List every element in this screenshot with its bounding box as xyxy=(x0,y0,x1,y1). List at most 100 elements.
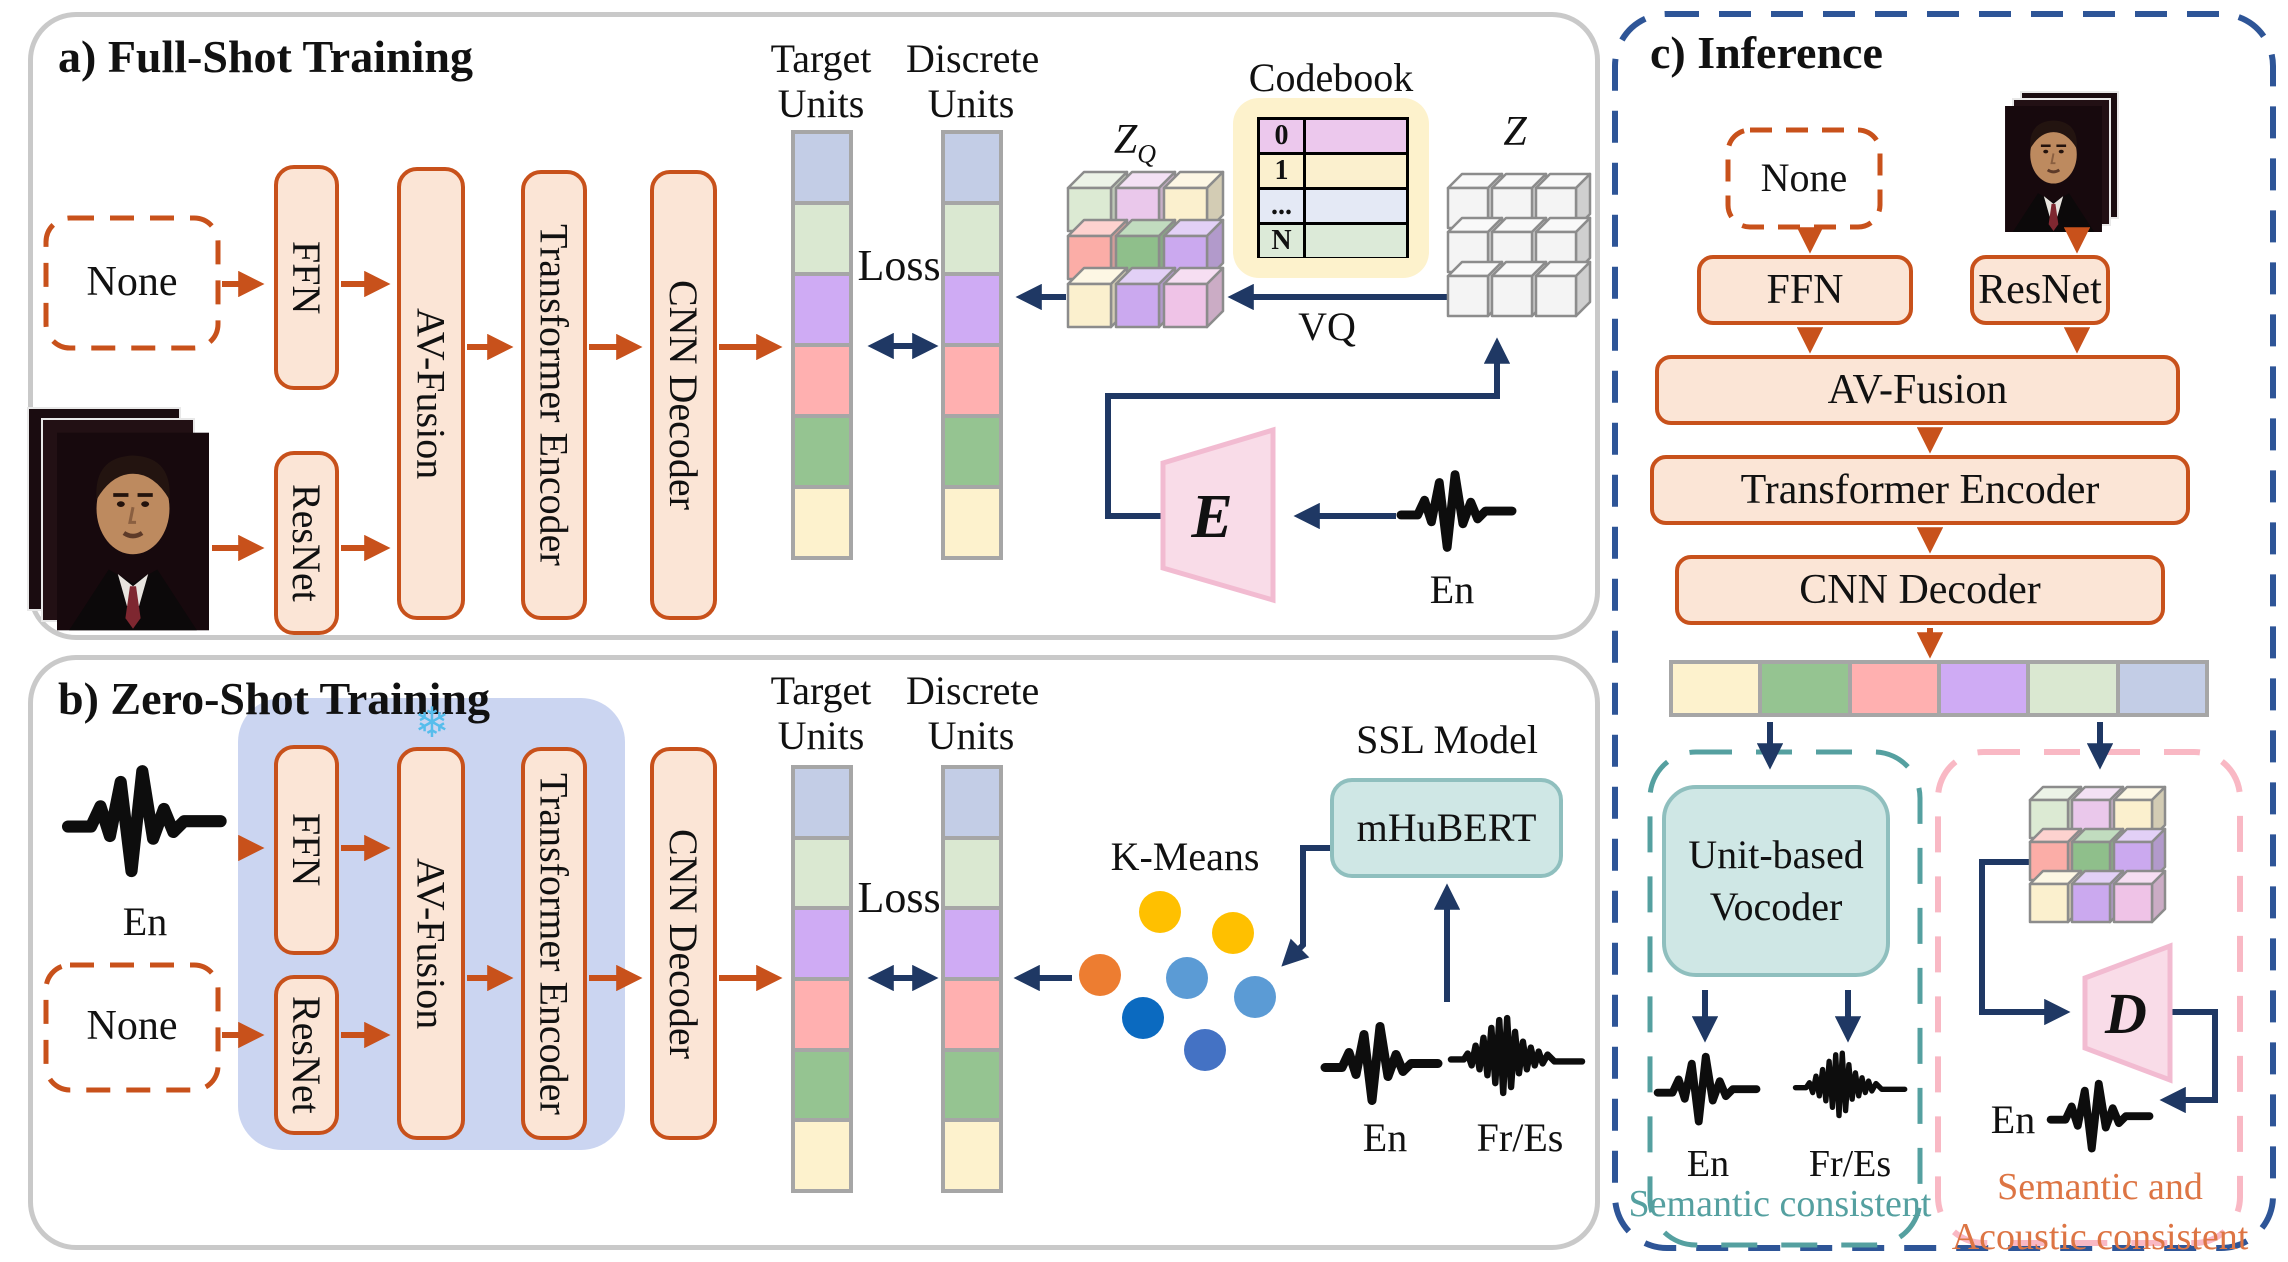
mhubert-label: mHuBERT xyxy=(1356,805,1537,850)
vocoder-wave2-lang: Fr/Es xyxy=(1808,1143,1892,1185)
unit-cell xyxy=(795,205,849,272)
codebook-row: ... xyxy=(1260,190,1406,225)
codebook-row-index: ... xyxy=(1260,190,1306,222)
cube-block-face xyxy=(2150,827,2167,882)
cube-block-face xyxy=(2028,798,2070,840)
unit-cell xyxy=(795,418,849,485)
cube-block-face xyxy=(2070,827,2125,844)
discrete-units-line2-a: Units xyxy=(927,81,1015,126)
cube-block-face xyxy=(2070,785,2125,802)
cube-block-face xyxy=(2150,785,2167,840)
vocoder-line1: Unit-based xyxy=(1688,832,1864,877)
semantic-consistent-caption: Semantic consistent xyxy=(1628,1183,1932,1225)
cube-block-face xyxy=(2112,785,2167,802)
unit-cell xyxy=(795,910,849,978)
transformer-encoder-box-b: Transformer Encoder xyxy=(521,747,587,1140)
codebook-title: Codebook xyxy=(1248,55,1414,100)
discrete-units-label-b: Discrete Units xyxy=(906,668,1039,758)
cube-block-face xyxy=(2070,869,2125,886)
target-units-line1-b: Target xyxy=(770,668,872,713)
codebook-row: 1 xyxy=(1260,155,1406,190)
cube-block-face xyxy=(2028,882,2070,924)
audio-lang-input-b: En xyxy=(122,899,168,944)
unit-cell xyxy=(2119,664,2205,713)
snowflake-icon: ❄ xyxy=(414,701,450,747)
unit-cell xyxy=(945,910,999,978)
waveform-icon-fres-vocoder xyxy=(1795,1053,1904,1115)
unit-cell xyxy=(945,981,999,1048)
cube-block-face xyxy=(2070,882,2112,924)
unit-cell xyxy=(2030,664,2116,713)
mhubert-box: mHuBERT xyxy=(1330,778,1563,878)
unit-cell xyxy=(1940,664,2027,713)
av-fusion-box-b: AV-Fusion xyxy=(397,747,465,1140)
vocoder-line2: Vocoder xyxy=(1709,884,1843,929)
wave2-lang-label-b: Fr/Es xyxy=(1476,1115,1564,1160)
cube-block-face xyxy=(2070,840,2112,882)
codebook-row-value xyxy=(1306,225,1406,257)
line-decoder-to-wave xyxy=(2159,1009,2218,1114)
codebook-row-index: 0 xyxy=(1260,120,1306,152)
z-label: Z xyxy=(1503,109,1527,155)
resnet-box-c: ResNet xyxy=(1970,255,2110,325)
cube-block-face xyxy=(2070,798,2112,840)
discrete-units-line2-b: Units xyxy=(927,713,1015,758)
ffn-box-b: FFN xyxy=(274,745,339,955)
decoder-wave-lang: En xyxy=(1990,1097,2036,1142)
cube-block-face xyxy=(2028,827,2083,844)
discrete-units-line1-a: Discrete xyxy=(906,36,1040,81)
transformer-encoder-box-a: Transformer Encoder xyxy=(521,170,587,620)
unit-cell xyxy=(945,418,999,485)
unit-cell xyxy=(945,1122,999,1190)
unit-cell xyxy=(795,347,849,414)
transformer-encoder-box-c: Transformer Encoder xyxy=(1650,455,2190,525)
target-units-line1-a: Target xyxy=(770,36,872,81)
codebook-row-value xyxy=(1306,120,1406,152)
codebook-table: 0 1... N xyxy=(1257,117,1409,258)
none-label-c: None xyxy=(1760,155,1848,200)
panel-c-border xyxy=(1612,11,2276,1251)
cube-block-face xyxy=(2028,869,2083,886)
panel-b-title: b) Zero-Shot Training xyxy=(58,673,490,724)
cube-block-face xyxy=(2108,869,2125,924)
panel-b-border xyxy=(28,655,1600,1250)
ffn-box-a: FFN xyxy=(274,165,339,390)
speaker-video-frames-c xyxy=(2005,91,2119,232)
unit-cell xyxy=(945,347,999,414)
target-units-line2-b: Units xyxy=(777,713,865,758)
discrete-units-column-b xyxy=(941,765,1003,1193)
none-label-b: None xyxy=(86,1003,178,1049)
codebook-row-value xyxy=(1306,155,1406,187)
cube-block-face xyxy=(2112,798,2154,840)
encoder-letter: E xyxy=(1191,483,1233,551)
unit-cell xyxy=(945,839,999,907)
cube-block-face xyxy=(2108,827,2125,882)
cube-block-face xyxy=(2150,869,2167,924)
cube-block-face xyxy=(2066,827,2083,882)
unit-cell xyxy=(795,769,849,836)
unit-cell xyxy=(795,839,849,907)
cnn-decoder-box-a: CNN Decoder xyxy=(650,170,717,620)
waveform-icon-en-decoder xyxy=(2051,1084,2150,1149)
decoder-letter: D xyxy=(2105,981,2147,1046)
target-units-column-a xyxy=(791,130,853,560)
target-units-label-a: Target Units xyxy=(756,36,886,126)
unit-cell xyxy=(795,1051,849,1119)
unit-cell xyxy=(1673,664,1759,713)
unit-cell xyxy=(795,981,849,1048)
unit-cell xyxy=(795,276,849,343)
zq-letter: Z xyxy=(1113,117,1138,163)
acoustic-consistent-caption: Semantic and Acoustic consistent xyxy=(1950,1162,2250,1262)
codebook-row: N xyxy=(1260,225,1406,257)
inference-units-strip xyxy=(1669,660,2209,717)
cube-block-face xyxy=(2066,869,2083,924)
none-label-a: None xyxy=(86,259,178,305)
loss-label-a: Loss xyxy=(857,241,941,290)
cube-block-face xyxy=(2108,785,2125,840)
cnn-decoder-box-c: CNN Decoder xyxy=(1675,555,2165,625)
target-units-column-b xyxy=(791,765,853,1193)
resnet-box-b: ResNet xyxy=(274,975,339,1135)
audio-lang-label-a: En xyxy=(1429,567,1475,612)
acoustic-caption-line1: Semantic and xyxy=(1997,1166,2203,1208)
panel-a-title: a) Full-Shot Training xyxy=(58,31,473,82)
